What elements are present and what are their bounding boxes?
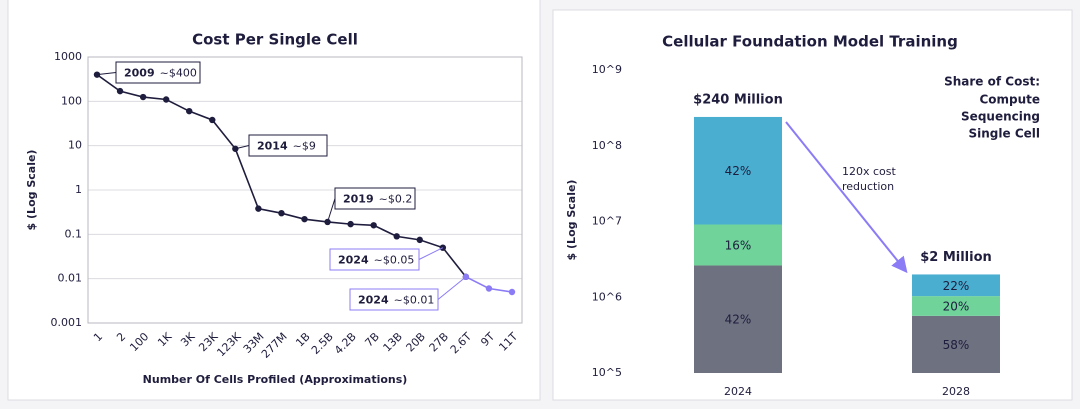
annotation-connector	[437, 276, 467, 300]
x-tick-label: 2024	[724, 385, 752, 398]
annotation-connector	[96, 72, 117, 76]
point	[93, 71, 101, 78]
chart-title: Cellular Foundation Model Training	[662, 33, 958, 51]
chart-title: Cost Per Single Cell	[192, 31, 358, 49]
point	[301, 215, 308, 223]
annotation: 2024 ~$0.01	[358, 294, 434, 307]
y-tick-label: 10^6	[592, 290, 622, 303]
y-tick-label: 10^9	[592, 63, 622, 76]
annotation-text: ~$0.05	[374, 254, 415, 267]
y-tick-label: 0.1	[65, 227, 83, 240]
y-axis-title: $ (Log Scale)	[565, 180, 578, 261]
bar-segment	[912, 274, 1000, 297]
value-label: 20%	[943, 299, 970, 313]
y-tick-label: 1000	[54, 50, 82, 63]
annotation: 2009 ~$400	[124, 67, 197, 80]
value-label: 22%	[943, 279, 970, 293]
value-label: 58%	[943, 338, 970, 352]
annotation-box	[115, 61, 201, 84]
legend-entry: Compute	[979, 93, 1040, 107]
value-label: 16%	[725, 238, 752, 252]
annotation-text: ~$9	[293, 140, 316, 153]
bar-segment	[912, 296, 1000, 316]
bar-segment	[694, 116, 782, 225]
annotation-year: 2024	[358, 294, 389, 307]
point	[508, 288, 516, 296]
annotation-year: 2014	[257, 140, 288, 153]
plot-frame	[87, 56, 523, 324]
legend-entry: Single Cell	[969, 127, 1041, 141]
y-tick-label: 10^5	[592, 366, 622, 379]
y-tick-label: 0.001	[51, 316, 83, 329]
annotation: 2024 ~$0.05	[338, 254, 414, 267]
annotation-text: ~$0.2	[379, 193, 413, 206]
total-label: $240 Million	[693, 92, 783, 107]
point	[347, 220, 354, 228]
point	[116, 87, 124, 95]
y-tick-label: 10^8	[592, 139, 622, 152]
bar-segment	[912, 315, 1000, 373]
point	[416, 236, 423, 244]
x-axis-title: Number Of Cells Profiled (Approximations…	[143, 373, 408, 386]
annotation: reduction	[842, 180, 894, 193]
y-tick-label: 100	[61, 94, 82, 107]
legend-title: Share of Cost:	[944, 75, 1040, 89]
point	[370, 222, 377, 229]
point	[255, 205, 262, 212]
y-tick-label: 10^7	[592, 215, 622, 228]
y-tick-label: 10	[68, 139, 82, 152]
reduction-arrow	[785, 121, 908, 274]
point	[278, 209, 285, 217]
bar-segment	[694, 265, 782, 373]
value-label: 42%	[725, 164, 752, 178]
legend-entry: Sequencing	[961, 110, 1040, 124]
point	[485, 285, 493, 292]
point	[139, 93, 147, 101]
annotation-connector	[327, 198, 336, 223]
annotation-connector	[235, 145, 250, 150]
x-tick-label: 2028	[942, 385, 970, 398]
value-label: 42%	[725, 313, 752, 327]
annotation-year: 2009	[124, 67, 155, 80]
left-panel	[7, 0, 541, 401]
annotation-box	[349, 288, 439, 311]
point	[186, 107, 193, 115]
point	[162, 96, 170, 103]
annotation-connector	[418, 247, 444, 260]
point	[209, 116, 216, 124]
annotation: 120x cost	[842, 165, 897, 178]
bar-segment	[694, 224, 782, 266]
annotation: 2019 ~$0.2	[343, 193, 412, 206]
y-tick-label: 1	[75, 183, 82, 196]
annotation-box	[248, 134, 328, 157]
point	[393, 233, 400, 240]
annotation-box	[329, 248, 420, 271]
annotation: 2014 ~$9	[257, 140, 316, 153]
annotation-text: ~$0.01	[394, 294, 435, 307]
annotation-text: ~$400	[160, 67, 197, 80]
annotation-year: 2019	[343, 193, 374, 206]
annotation-year: 2024	[338, 254, 369, 267]
y-axis-title: $ (Log Scale)	[25, 150, 38, 231]
annotation-box	[334, 187, 416, 210]
total-label: $2 Million	[920, 250, 992, 265]
y-tick-label: 0.01	[58, 272, 83, 285]
